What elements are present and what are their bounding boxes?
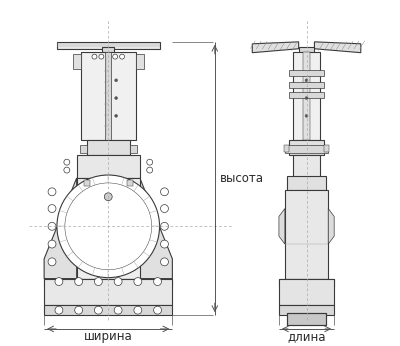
Text: высота: высота: [220, 172, 264, 185]
Circle shape: [305, 97, 308, 100]
Bar: [80, 145, 86, 153]
Circle shape: [160, 258, 168, 266]
Bar: [289, 71, 324, 76]
Circle shape: [113, 54, 118, 59]
Polygon shape: [252, 42, 299, 53]
Bar: [285, 145, 328, 153]
Bar: [73, 54, 81, 70]
Circle shape: [154, 306, 162, 314]
Bar: [130, 145, 137, 153]
Circle shape: [57, 175, 160, 277]
Circle shape: [160, 188, 168, 196]
Circle shape: [115, 97, 118, 100]
Circle shape: [64, 167, 70, 173]
Circle shape: [154, 277, 162, 285]
Circle shape: [55, 306, 63, 314]
Circle shape: [48, 240, 56, 248]
Bar: [293, 155, 320, 178]
Bar: [287, 313, 326, 325]
Bar: [279, 305, 334, 315]
Bar: [287, 313, 326, 325]
Circle shape: [99, 54, 104, 59]
Bar: [57, 42, 160, 49]
Circle shape: [115, 114, 118, 117]
Bar: [293, 52, 320, 140]
Circle shape: [64, 159, 70, 165]
Circle shape: [75, 306, 83, 314]
Circle shape: [92, 54, 97, 59]
Polygon shape: [140, 178, 172, 279]
Circle shape: [160, 222, 168, 230]
Circle shape: [48, 188, 56, 196]
Circle shape: [48, 222, 56, 230]
Bar: [285, 190, 328, 279]
Bar: [127, 180, 133, 186]
Circle shape: [94, 277, 102, 285]
Bar: [289, 82, 324, 88]
Text: длина: длина: [287, 330, 326, 343]
Bar: [289, 92, 324, 98]
Circle shape: [147, 159, 153, 165]
Circle shape: [147, 167, 153, 173]
Bar: [279, 279, 334, 285]
Bar: [44, 305, 172, 315]
Polygon shape: [44, 178, 77, 279]
Bar: [289, 140, 324, 155]
Circle shape: [114, 277, 122, 285]
Circle shape: [305, 79, 308, 82]
Bar: [86, 140, 130, 155]
Bar: [287, 176, 326, 190]
Bar: [299, 47, 314, 56]
Circle shape: [55, 277, 63, 285]
Circle shape: [104, 193, 112, 201]
Circle shape: [115, 79, 118, 82]
Circle shape: [134, 277, 142, 285]
Bar: [102, 47, 114, 56]
Bar: [284, 145, 289, 152]
Polygon shape: [314, 42, 361, 53]
Polygon shape: [279, 209, 285, 244]
Bar: [136, 54, 144, 70]
Bar: [81, 52, 136, 140]
Bar: [279, 279, 334, 305]
Bar: [44, 279, 172, 285]
Circle shape: [160, 240, 168, 248]
Circle shape: [75, 277, 83, 285]
Text: ширина: ширина: [84, 330, 133, 343]
Bar: [84, 180, 90, 186]
Bar: [105, 52, 111, 140]
Circle shape: [114, 306, 122, 314]
Circle shape: [65, 183, 152, 270]
Polygon shape: [328, 209, 334, 244]
Circle shape: [120, 54, 124, 59]
Bar: [77, 155, 140, 178]
Bar: [302, 52, 310, 140]
Circle shape: [134, 306, 142, 314]
Circle shape: [48, 258, 56, 266]
Circle shape: [160, 204, 168, 212]
Circle shape: [94, 306, 102, 314]
Bar: [44, 279, 172, 305]
Circle shape: [48, 204, 56, 212]
Bar: [324, 145, 329, 152]
Circle shape: [305, 114, 308, 117]
Bar: [77, 178, 140, 279]
